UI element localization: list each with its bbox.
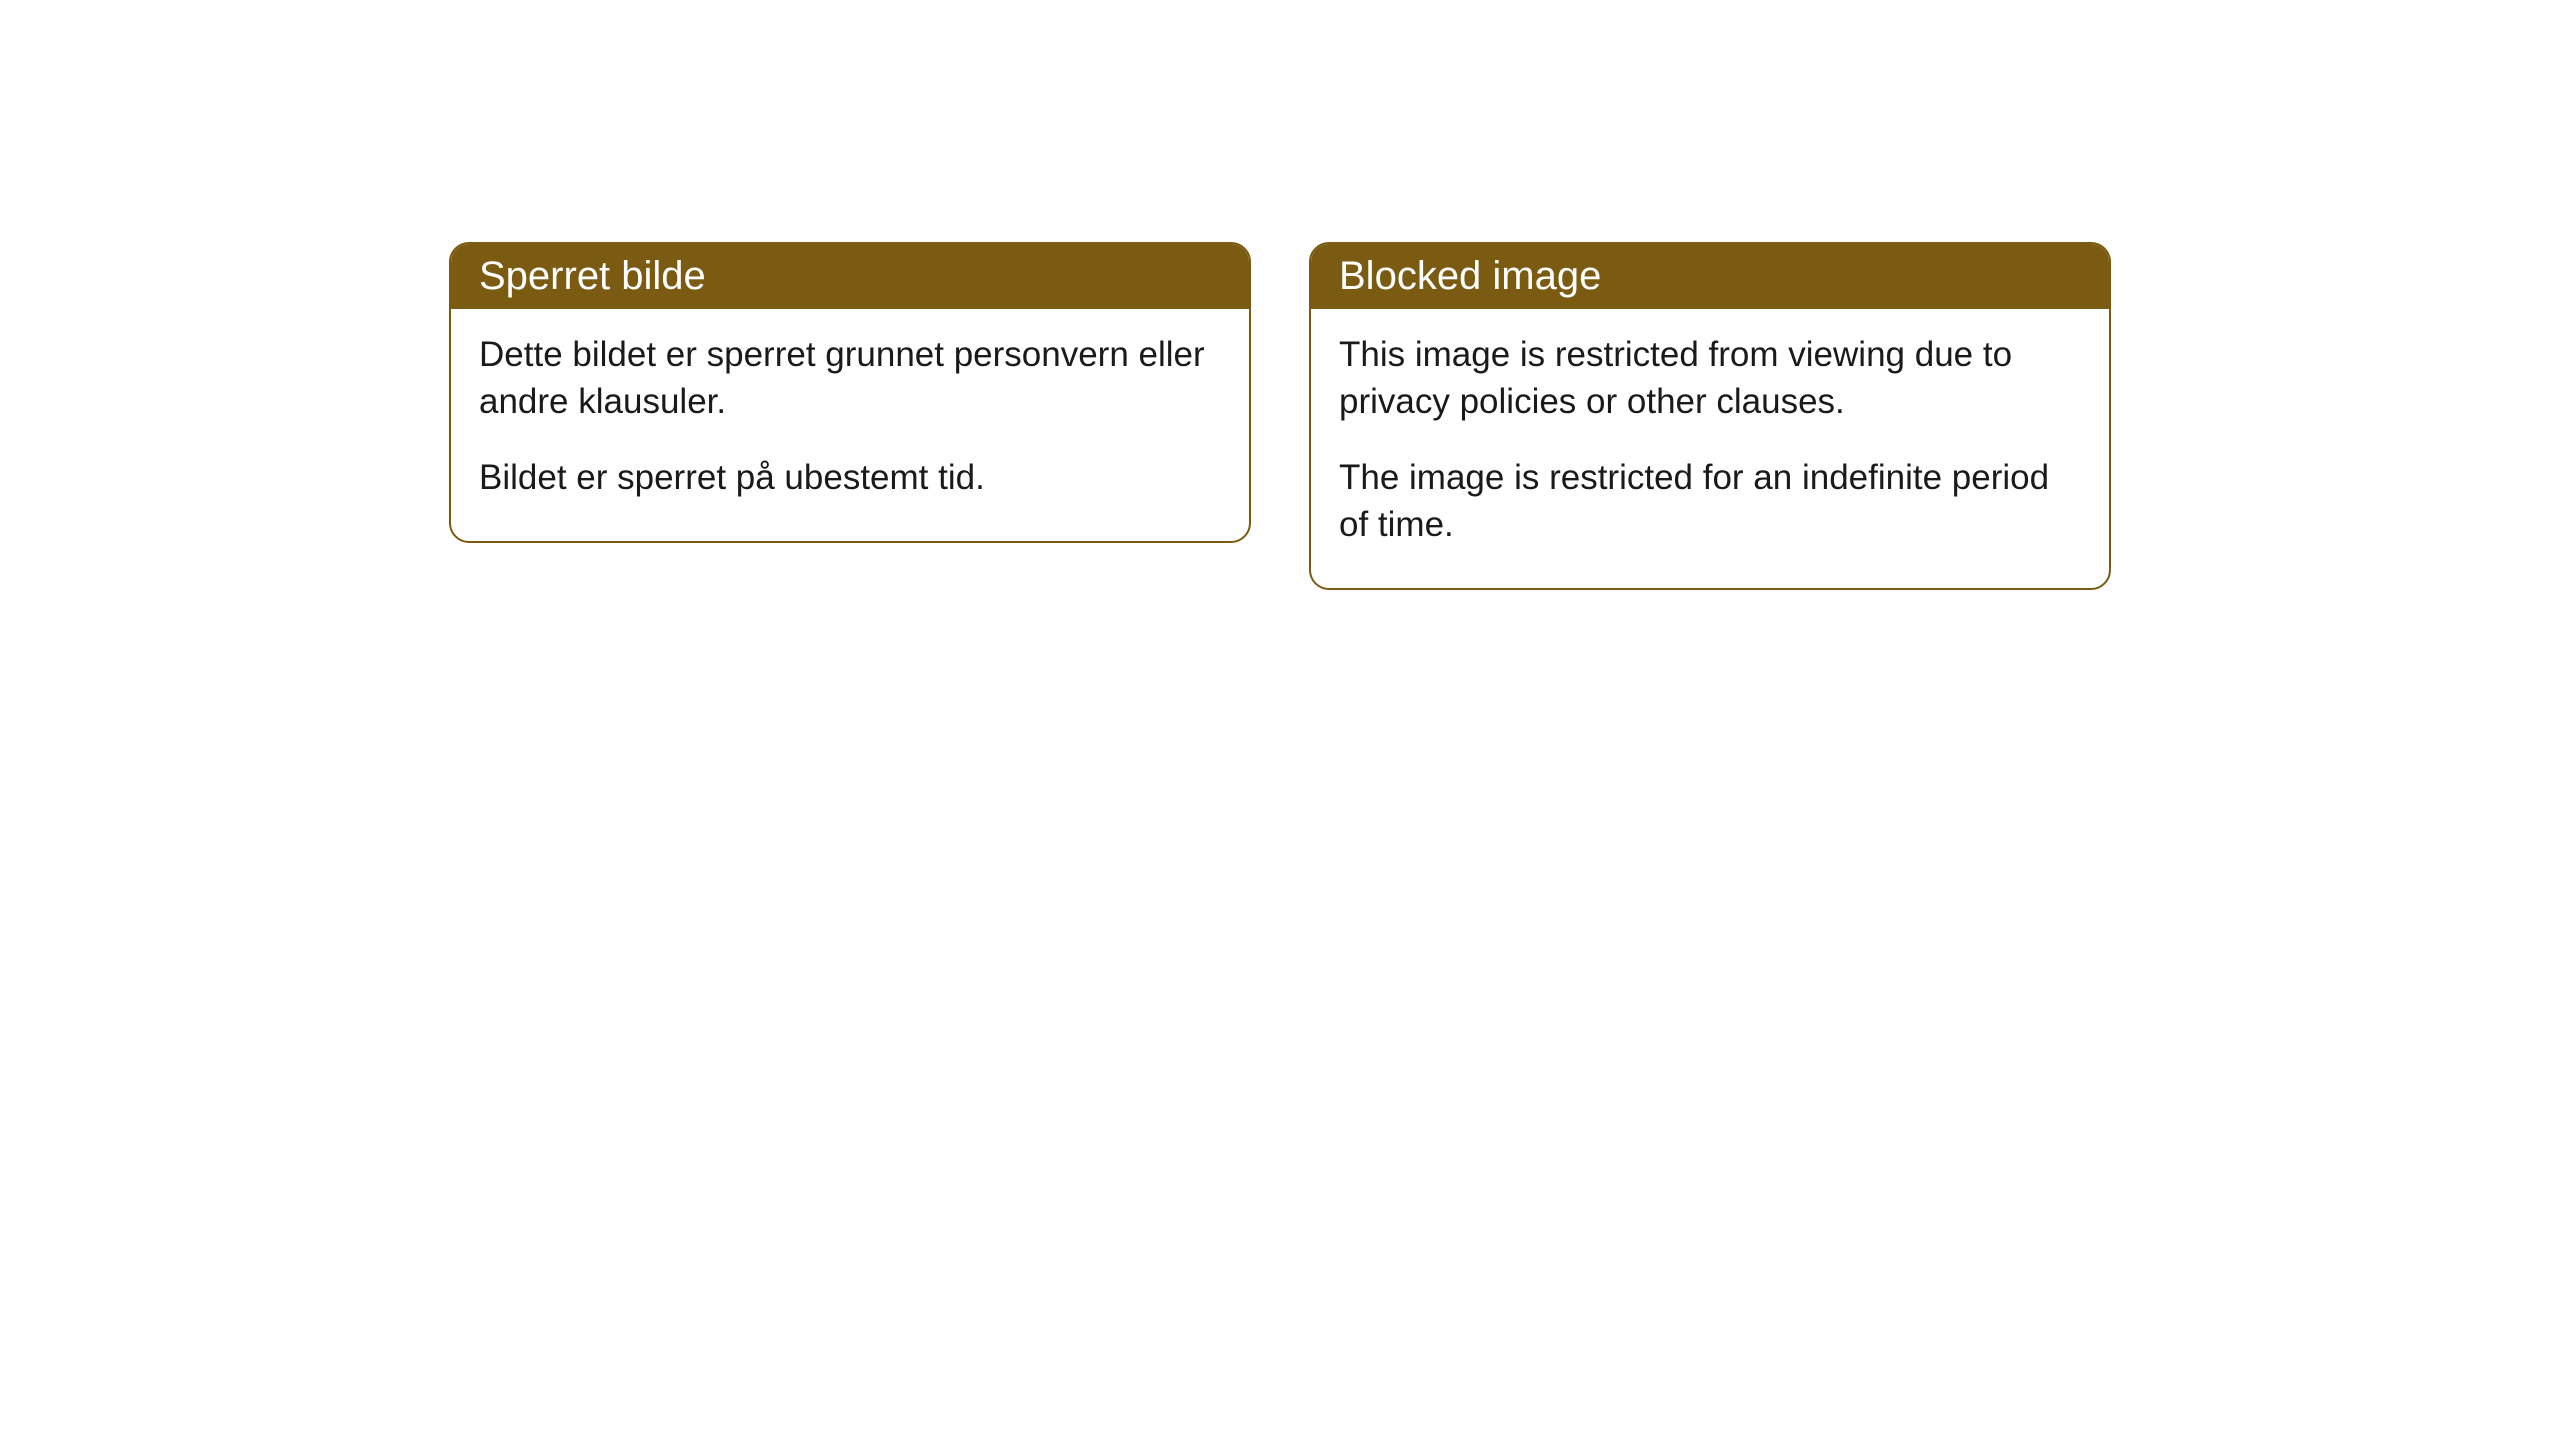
card-title: Blocked image [1339,254,1601,298]
card-paragraph: This image is restricted from viewing du… [1339,331,2081,426]
card-header: Blocked image [1311,244,2109,309]
card-title: Sperret bilde [479,254,706,298]
notice-card-norwegian: Sperret bilde Dette bildet er sperret gr… [449,242,1251,543]
card-header: Sperret bilde [451,244,1249,309]
card-body: Dette bildet er sperret grunnet personve… [451,309,1249,541]
card-paragraph: The image is restricted for an indefinit… [1339,454,2081,549]
card-paragraph: Dette bildet er sperret grunnet personve… [479,331,1221,426]
notice-card-english: Blocked image This image is restricted f… [1309,242,2111,590]
notice-cards-container: Sperret bilde Dette bildet er sperret gr… [449,242,2111,1440]
card-body: This image is restricted from viewing du… [1311,309,2109,588]
card-paragraph: Bildet er sperret på ubestemt tid. [479,454,1221,501]
